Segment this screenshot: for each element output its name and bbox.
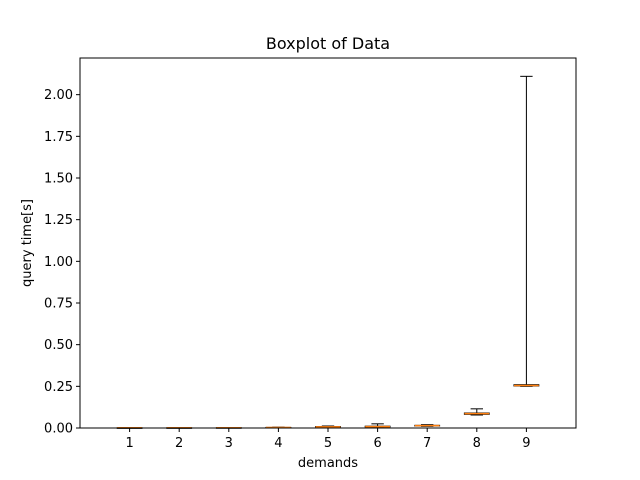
chart-title: Boxplot of Data — [266, 34, 390, 53]
x-axis: 1 2 3 4 5 6 7 8 9 — [125, 428, 531, 451]
x-tick-label: 9 — [522, 436, 530, 451]
x-tick-label: 8 — [473, 436, 481, 451]
box-9 — [513, 75, 540, 387]
x-tick-label: 5 — [324, 436, 332, 451]
x-axis-label: demands — [298, 456, 358, 471]
y-tick-label: 0.00 — [44, 422, 73, 437]
x-tick-label: 2 — [175, 436, 183, 451]
y-tick-label: 1.00 — [44, 255, 73, 270]
x-tick-label: 4 — [274, 436, 282, 451]
y-tick-label: 0.50 — [44, 338, 73, 353]
plot-marks — [116, 75, 540, 429]
box-8 — [463, 408, 490, 416]
box-7 — [414, 424, 441, 427]
x-tick-label: 6 — [373, 436, 381, 451]
x-tick-label: 1 — [125, 436, 133, 451]
y-axis-label: query time[s] — [20, 199, 35, 287]
y-tick-label: 0.25 — [44, 380, 73, 395]
y-tick-label: 1.75 — [44, 130, 73, 145]
y-tick-label: 0.75 — [44, 297, 73, 312]
y-axis: 0.00 0.25 0.50 0.75 1.00 1.25 1.50 1.75 2.00 — [44, 88, 80, 437]
y-tick-label: 1.50 — [44, 172, 73, 187]
y-tick-label: 2.00 — [44, 88, 73, 103]
x-tick-label: 3 — [225, 436, 233, 451]
plot-frame — [79, 57, 577, 429]
box-6 — [364, 423, 391, 428]
y-tick-label: 1.25 — [44, 213, 73, 228]
x-tick-label: 7 — [423, 436, 431, 451]
box-5 — [315, 425, 341, 428]
